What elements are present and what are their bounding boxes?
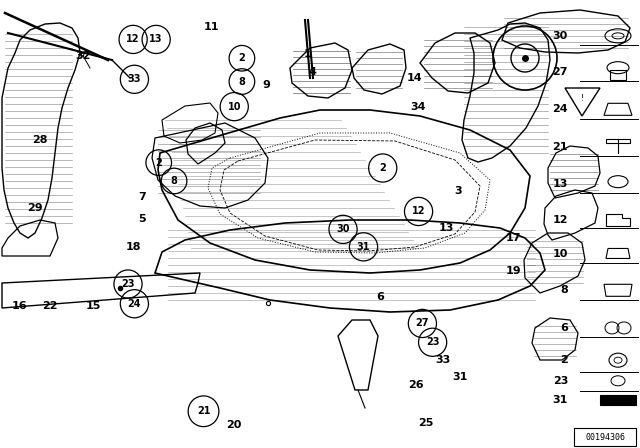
Text: 1: 1 (303, 49, 311, 59)
Text: 15: 15 (86, 302, 101, 311)
Text: 16: 16 (12, 302, 27, 311)
Bar (610, 70, 626, 80)
Text: 30: 30 (336, 224, 350, 234)
Text: 2: 2 (380, 163, 386, 173)
Text: 23: 23 (552, 376, 568, 386)
Text: 12: 12 (552, 215, 568, 224)
Text: 7: 7 (138, 192, 146, 202)
Text: 21: 21 (196, 406, 211, 416)
Text: 25: 25 (419, 418, 434, 428)
Text: 19: 19 (506, 266, 521, 276)
Text: 6: 6 (560, 323, 568, 333)
Text: 00194306: 00194306 (585, 432, 625, 441)
Text: 13: 13 (439, 223, 454, 233)
Text: 5: 5 (138, 214, 146, 224)
Text: 32: 32 (76, 51, 91, 61)
Text: 20: 20 (227, 420, 242, 430)
Text: 23: 23 (121, 279, 135, 289)
Text: 10: 10 (552, 250, 568, 259)
Text: 11: 11 (204, 22, 219, 32)
Text: 2: 2 (239, 53, 245, 63)
Text: 13: 13 (149, 34, 163, 44)
Text: 2: 2 (560, 355, 568, 365)
Text: 22: 22 (42, 302, 58, 311)
Text: 31: 31 (552, 395, 568, 405)
Text: 28: 28 (33, 135, 48, 145)
Text: 9: 9 (262, 80, 270, 90)
Text: 4: 4 (308, 67, 316, 77)
Bar (574, 428, 636, 446)
Text: 18: 18 (125, 242, 141, 252)
Text: 21: 21 (552, 142, 568, 152)
Text: 8: 8 (171, 176, 177, 186)
Text: 31: 31 (356, 242, 371, 252)
Text: 27: 27 (415, 319, 429, 328)
Text: 8: 8 (239, 77, 245, 86)
Text: 8: 8 (560, 285, 568, 295)
Text: 12: 12 (126, 34, 140, 44)
Text: 24: 24 (552, 104, 568, 114)
Text: 30: 30 (553, 31, 568, 41)
Text: 33: 33 (127, 74, 141, 84)
Text: 14: 14 (407, 73, 422, 83)
Text: 34: 34 (411, 102, 426, 112)
Text: 13: 13 (552, 179, 568, 189)
Text: 27: 27 (552, 67, 568, 77)
Text: 17: 17 (506, 233, 521, 243)
Text: 10: 10 (227, 102, 241, 112)
Text: 31: 31 (452, 372, 467, 382)
Text: 2: 2 (156, 158, 162, 168)
Text: !: ! (580, 94, 584, 103)
Text: 29: 29 (27, 203, 42, 213)
Text: 33: 33 (435, 355, 451, 365)
Text: 23: 23 (426, 337, 440, 347)
Bar (600, 395, 636, 405)
Text: 24: 24 (127, 299, 141, 309)
Text: 6: 6 (376, 292, 384, 302)
Text: 3: 3 (454, 186, 462, 196)
Text: 12: 12 (412, 207, 426, 216)
Text: 26: 26 (408, 380, 424, 390)
